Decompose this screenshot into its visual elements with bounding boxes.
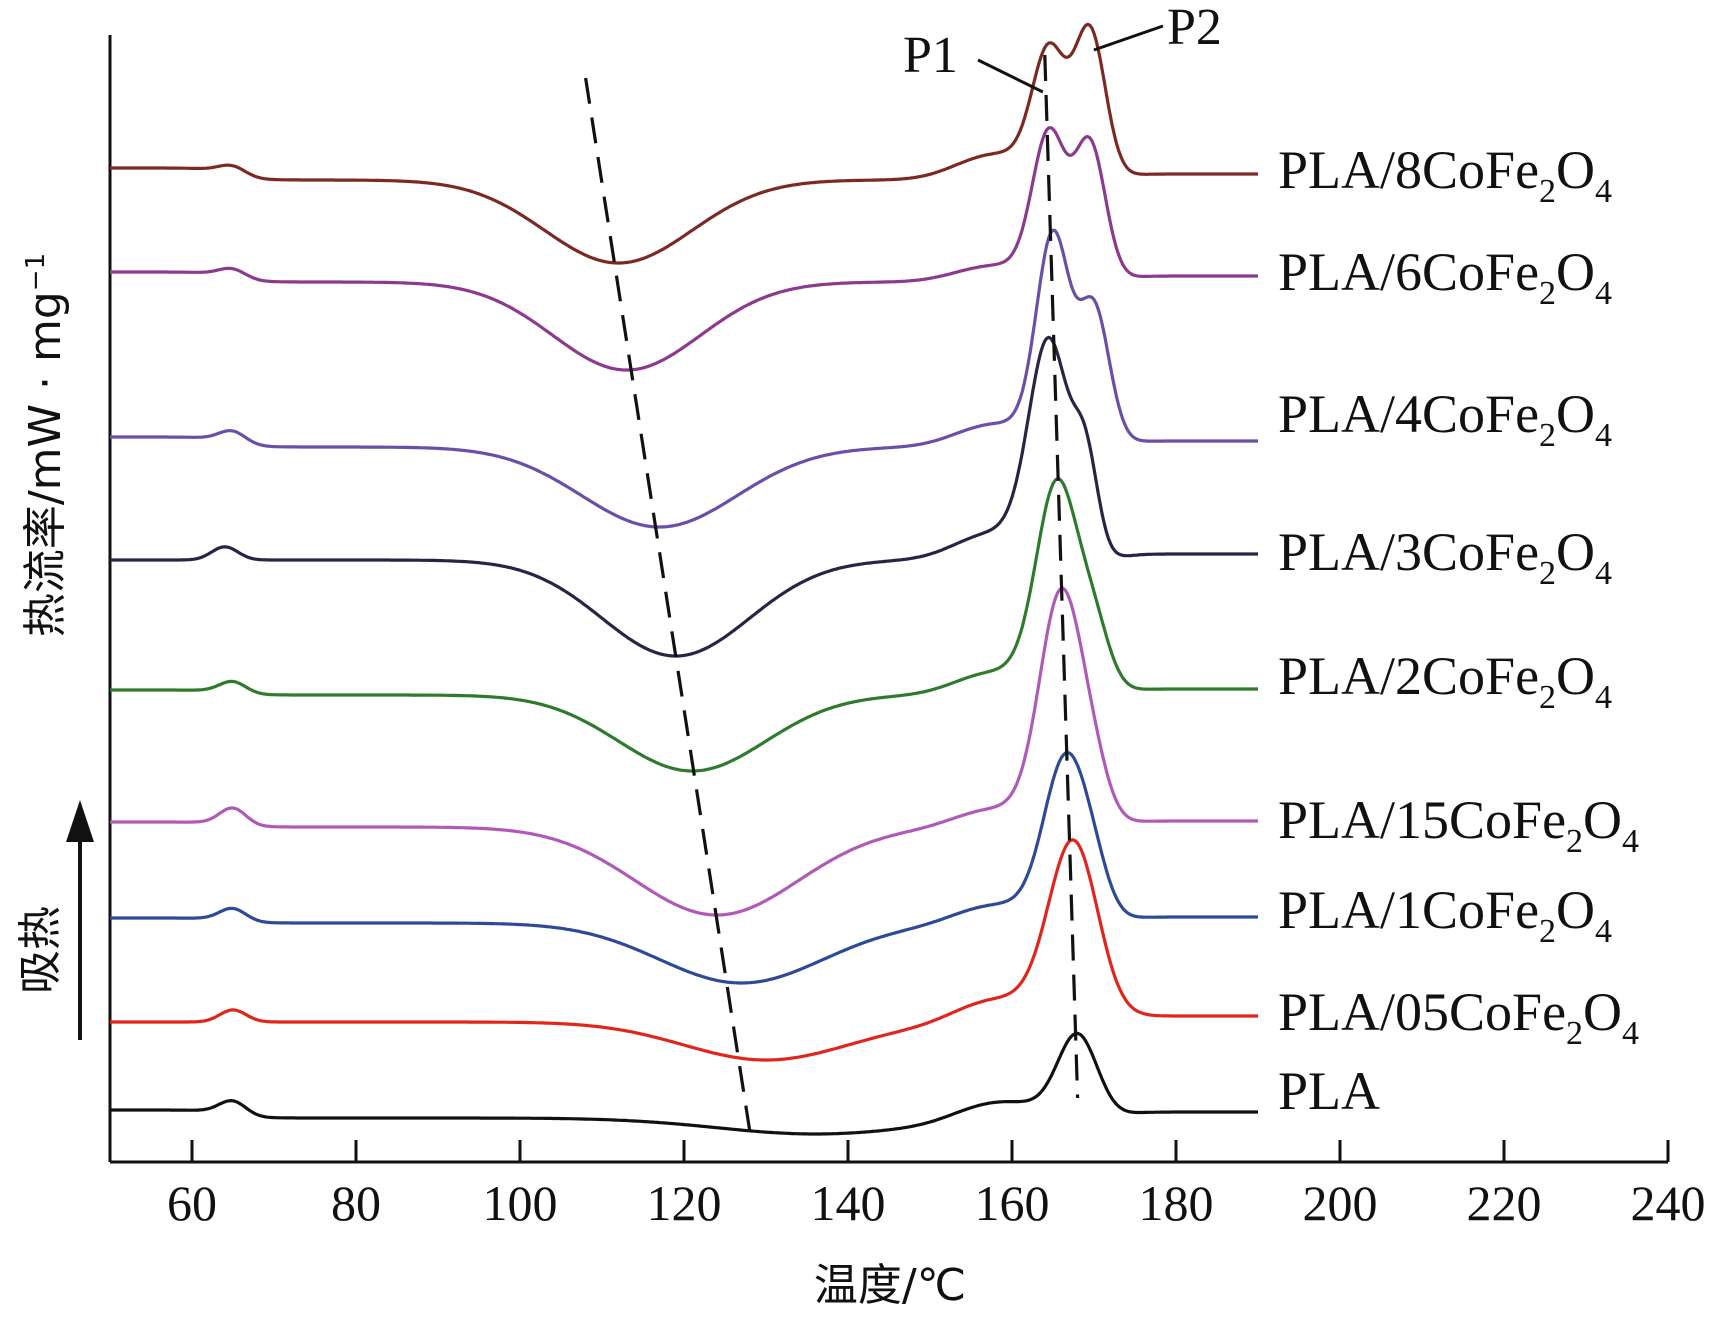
- y-axis-title: 热流率/mW · mg−1: [20, 253, 71, 637]
- series-label-9: PLA: [1278, 1061, 1380, 1121]
- series-line-1: [110, 22, 1258, 265]
- endotherm-arrow: [66, 800, 94, 1040]
- series-labels: PLA/8CoFe2O4 PLA/6CoFe2O4 PLA/4CoFe2O4 PLA/…: [1278, 140, 1639, 1121]
- y-axis-title-text: 热流率/mW · mg: [20, 291, 71, 637]
- series-line-6: [110, 586, 1258, 917]
- x-tick-label: 180: [1139, 1175, 1214, 1231]
- x-tick-label: 220: [1467, 1175, 1542, 1231]
- x-tick-label: 80: [331, 1175, 381, 1231]
- endotherm-label: 吸热: [15, 906, 66, 994]
- series-line-3: [110, 228, 1258, 529]
- peak-label-p2: P2: [1167, 0, 1222, 56]
- x-tick-label: 60: [167, 1175, 217, 1231]
- series-line-4: [110, 335, 1258, 658]
- melt-peak-trend-line: [1043, 54, 1080, 1099]
- series-label-4: PLA/3CoFe2O4: [1278, 522, 1612, 592]
- series-label-5: PLA/2CoFe2O4: [1278, 646, 1612, 716]
- p2-leader: [1093, 24, 1164, 52]
- series-label-6: PLA/15CoFe2O4: [1278, 790, 1639, 860]
- x-tick-label: 100: [483, 1175, 558, 1231]
- axes: 60 80 100 120 140 160 180 200 220 240: [108, 35, 1706, 1231]
- series-line-9: [110, 1031, 1258, 1136]
- series-label-3: PLA/4CoFe2O4: [1278, 384, 1612, 454]
- x-tick-label: 140: [811, 1175, 886, 1231]
- series-label-2: PLA/6CoFe2O4: [1278, 242, 1612, 312]
- peak-label-p1: P1: [903, 27, 958, 84]
- x-tick-label: 120: [647, 1175, 722, 1231]
- x-tick-label: 200: [1303, 1175, 1378, 1231]
- series-label-7: PLA/1CoFe2O4: [1278, 880, 1612, 950]
- cold-crystallization-trend-line: [584, 77, 752, 1131]
- x-axis-title: 温度/℃: [814, 1260, 966, 1311]
- series-line-8: [110, 838, 1258, 1062]
- series-label-8: PLA/05CoFe2O4: [1278, 982, 1639, 1052]
- p1-leader: [977, 58, 1044, 94]
- series-curves: [110, 22, 1258, 1136]
- y-axis-title-sup: −1: [21, 253, 51, 291]
- series-line-5: [110, 477, 1258, 773]
- series-label-1: PLA/8CoFe2O4: [1278, 140, 1612, 210]
- series-line-2: [110, 126, 1258, 372]
- guide-lines: P1 P2: [584, 0, 1222, 1131]
- x-tick-label: 240: [1631, 1175, 1706, 1231]
- x-tick-label: 160: [975, 1175, 1050, 1231]
